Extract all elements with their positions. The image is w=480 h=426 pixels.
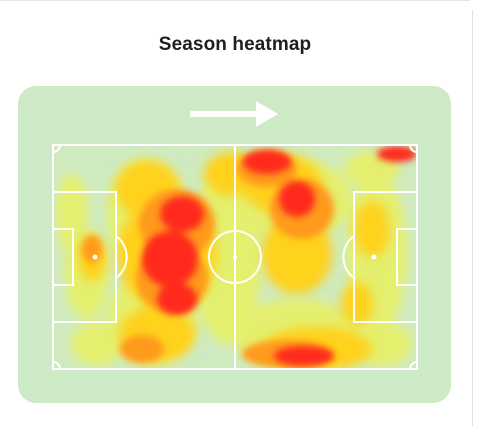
left-penalty-spot (92, 254, 98, 260)
right-penalty-spot (371, 254, 377, 260)
pitch-lines (52, 144, 418, 370)
arrow-right-icon (190, 101, 278, 127)
center-spot (233, 255, 237, 259)
page-title: Season heatmap (158, 34, 312, 55)
heatmap-pitch (52, 144, 418, 370)
heat-zone-peak (142, 146, 417, 366)
heatmap-card: Season heatmap (0, 0, 470, 403)
panel-divider (472, 10, 473, 426)
